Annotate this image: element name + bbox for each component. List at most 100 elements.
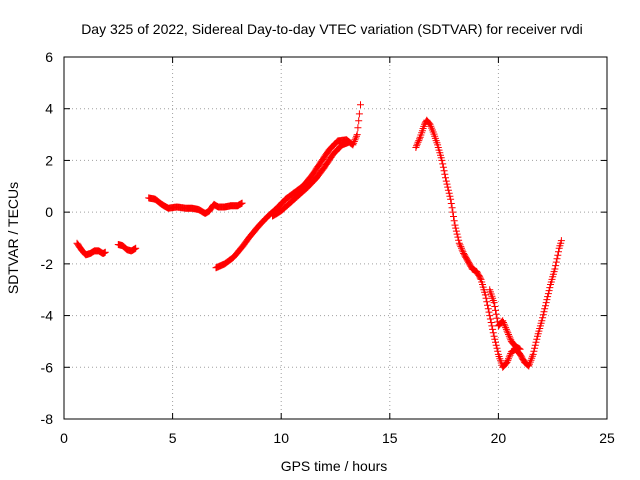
- data-point: [351, 136, 359, 144]
- data-point: [531, 344, 539, 352]
- grid: [64, 57, 607, 419]
- data-point: [448, 204, 456, 212]
- data-point: [354, 124, 362, 132]
- y-tick-label: -6: [41, 359, 54, 375]
- data-point: [442, 177, 450, 185]
- data-point: [545, 287, 553, 295]
- data-point: [453, 230, 461, 238]
- data-point: [491, 303, 499, 310]
- data-point: [352, 134, 360, 142]
- data-point: [501, 322, 509, 330]
- data-point: [505, 353, 513, 361]
- data-point: [492, 306, 499, 314]
- data-point: [457, 243, 465, 251]
- data-point: [486, 312, 494, 320]
- data-point: [505, 355, 512, 363]
- data-point: [355, 117, 363, 125]
- x-tick-label: 20: [491, 430, 507, 446]
- data-point: [500, 319, 507, 326]
- data-point: [531, 341, 539, 349]
- data-point: [238, 199, 246, 207]
- data-point: [551, 265, 559, 273]
- data-point: [487, 319, 495, 326]
- data-point: [449, 208, 457, 216]
- data-point: [555, 248, 562, 256]
- data-point: [350, 138, 358, 145]
- data-point: [530, 347, 538, 355]
- data-point: [490, 332, 498, 340]
- data-point: [416, 135, 423, 143]
- data-point: [349, 141, 357, 149]
- data-point: [506, 351, 514, 359]
- y-tick-label: 4: [45, 101, 53, 117]
- data-point: [452, 224, 460, 232]
- data-point: [493, 344, 501, 352]
- data-point: [412, 144, 420, 151]
- data-point: [443, 180, 451, 188]
- data-point: [452, 227, 460, 235]
- data-point: [503, 358, 511, 366]
- data-point: [447, 195, 455, 203]
- data-point: [540, 308, 548, 316]
- data-point: [439, 163, 447, 171]
- data-point: [454, 233, 462, 241]
- data-point: [529, 350, 537, 358]
- data-point: [544, 293, 552, 301]
- data-point: [414, 138, 422, 146]
- data-point: [132, 244, 140, 252]
- data-point: [455, 239, 463, 247]
- data-point: [484, 301, 491, 309]
- data-point: [553, 255, 561, 263]
- data-point: [539, 314, 547, 322]
- data-point: [483, 298, 491, 306]
- data-point: [533, 335, 541, 343]
- data-point: [353, 131, 361, 139]
- y-tick-labels: -8 -6 -4 -2 0 2 4 6: [41, 49, 54, 427]
- data-point: [456, 241, 464, 249]
- data-point: [444, 183, 452, 191]
- data-point: [503, 327, 511, 335]
- data-point: [489, 329, 497, 337]
- data-point: [440, 167, 448, 175]
- data-point: [546, 284, 554, 292]
- plot-frame: [63, 56, 608, 420]
- x-axis-label: GPS time / hours: [281, 458, 388, 474]
- data-point: [493, 314, 501, 322]
- data-point: [357, 101, 364, 109]
- data-point: [458, 246, 466, 254]
- data-point: [486, 315, 494, 323]
- data-point: [505, 332, 513, 340]
- chart-title: Day 325 of 2022, Sidereal Day-to-day VTE…: [81, 21, 583, 37]
- data-point: [345, 138, 352, 146]
- data-point: [542, 299, 550, 307]
- data-point: [557, 237, 565, 245]
- data-point: [492, 338, 499, 346]
- data-point: [554, 251, 562, 259]
- data-point: [350, 139, 358, 147]
- data-point: [490, 299, 498, 307]
- data-point: [500, 320, 508, 328]
- data-point: [101, 248, 109, 256]
- data-point: [543, 296, 551, 304]
- data-point: [482, 294, 490, 302]
- data-point: [552, 258, 560, 266]
- data-point: [353, 132, 360, 140]
- data-point: [541, 305, 549, 313]
- x-tick-label: 25: [599, 430, 615, 446]
- data-point: [504, 356, 512, 364]
- y-tick-label: 6: [45, 49, 53, 65]
- data-point: [499, 317, 507, 325]
- x-tick-label: 5: [169, 430, 177, 446]
- data-point: [538, 317, 546, 325]
- data-point: [489, 325, 497, 333]
- data-point: [355, 110, 363, 118]
- x-tick-label: 0: [60, 430, 68, 446]
- data-point: [484, 305, 492, 313]
- data-point: [441, 170, 449, 178]
- data-point: [415, 137, 423, 145]
- data-points: [73, 101, 565, 371]
- data-point: [450, 213, 457, 220]
- data-point: [450, 217, 458, 225]
- data-point: [494, 347, 502, 355]
